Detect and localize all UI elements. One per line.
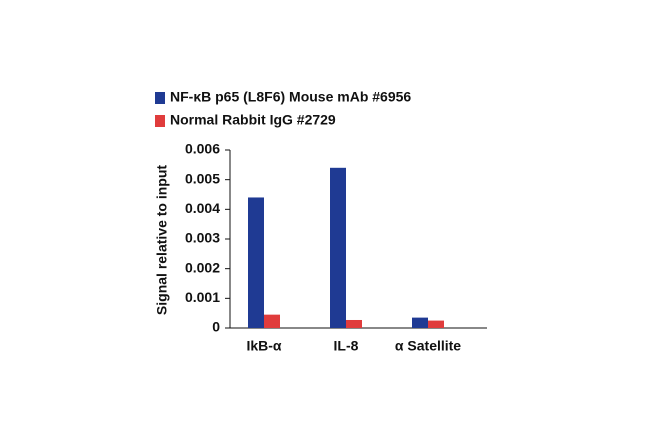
y-tick-label: 0.003 (185, 230, 220, 246)
y-axis-title: Signal relative to input (154, 165, 170, 315)
legend-label: Normal Rabbit IgG #2729 (170, 112, 336, 128)
x-tick-label: IkB-α (246, 338, 281, 354)
bar (264, 314, 280, 328)
y-tick-label: 0.005 (185, 170, 220, 186)
x-tick-label: IL-8 (334, 338, 359, 354)
legend-swatch (155, 115, 165, 127)
bar (412, 317, 428, 328)
y-tick-label: 0.002 (185, 259, 220, 275)
x-tick-label: α Satellite (395, 338, 461, 354)
legend-label: NF-κB p65 (L8F6) Mouse mAb #6956 (170, 89, 411, 105)
y-tick-label: 0 (212, 319, 220, 335)
y-tick-label: 0.006 (185, 141, 220, 157)
bar (428, 320, 444, 328)
bar (248, 197, 264, 328)
bar (330, 167, 346, 328)
y-tick-label: 0.004 (185, 200, 220, 216)
y-tick-label: 0.001 (185, 289, 220, 305)
legend-swatch (155, 92, 165, 104)
bar (346, 319, 362, 328)
